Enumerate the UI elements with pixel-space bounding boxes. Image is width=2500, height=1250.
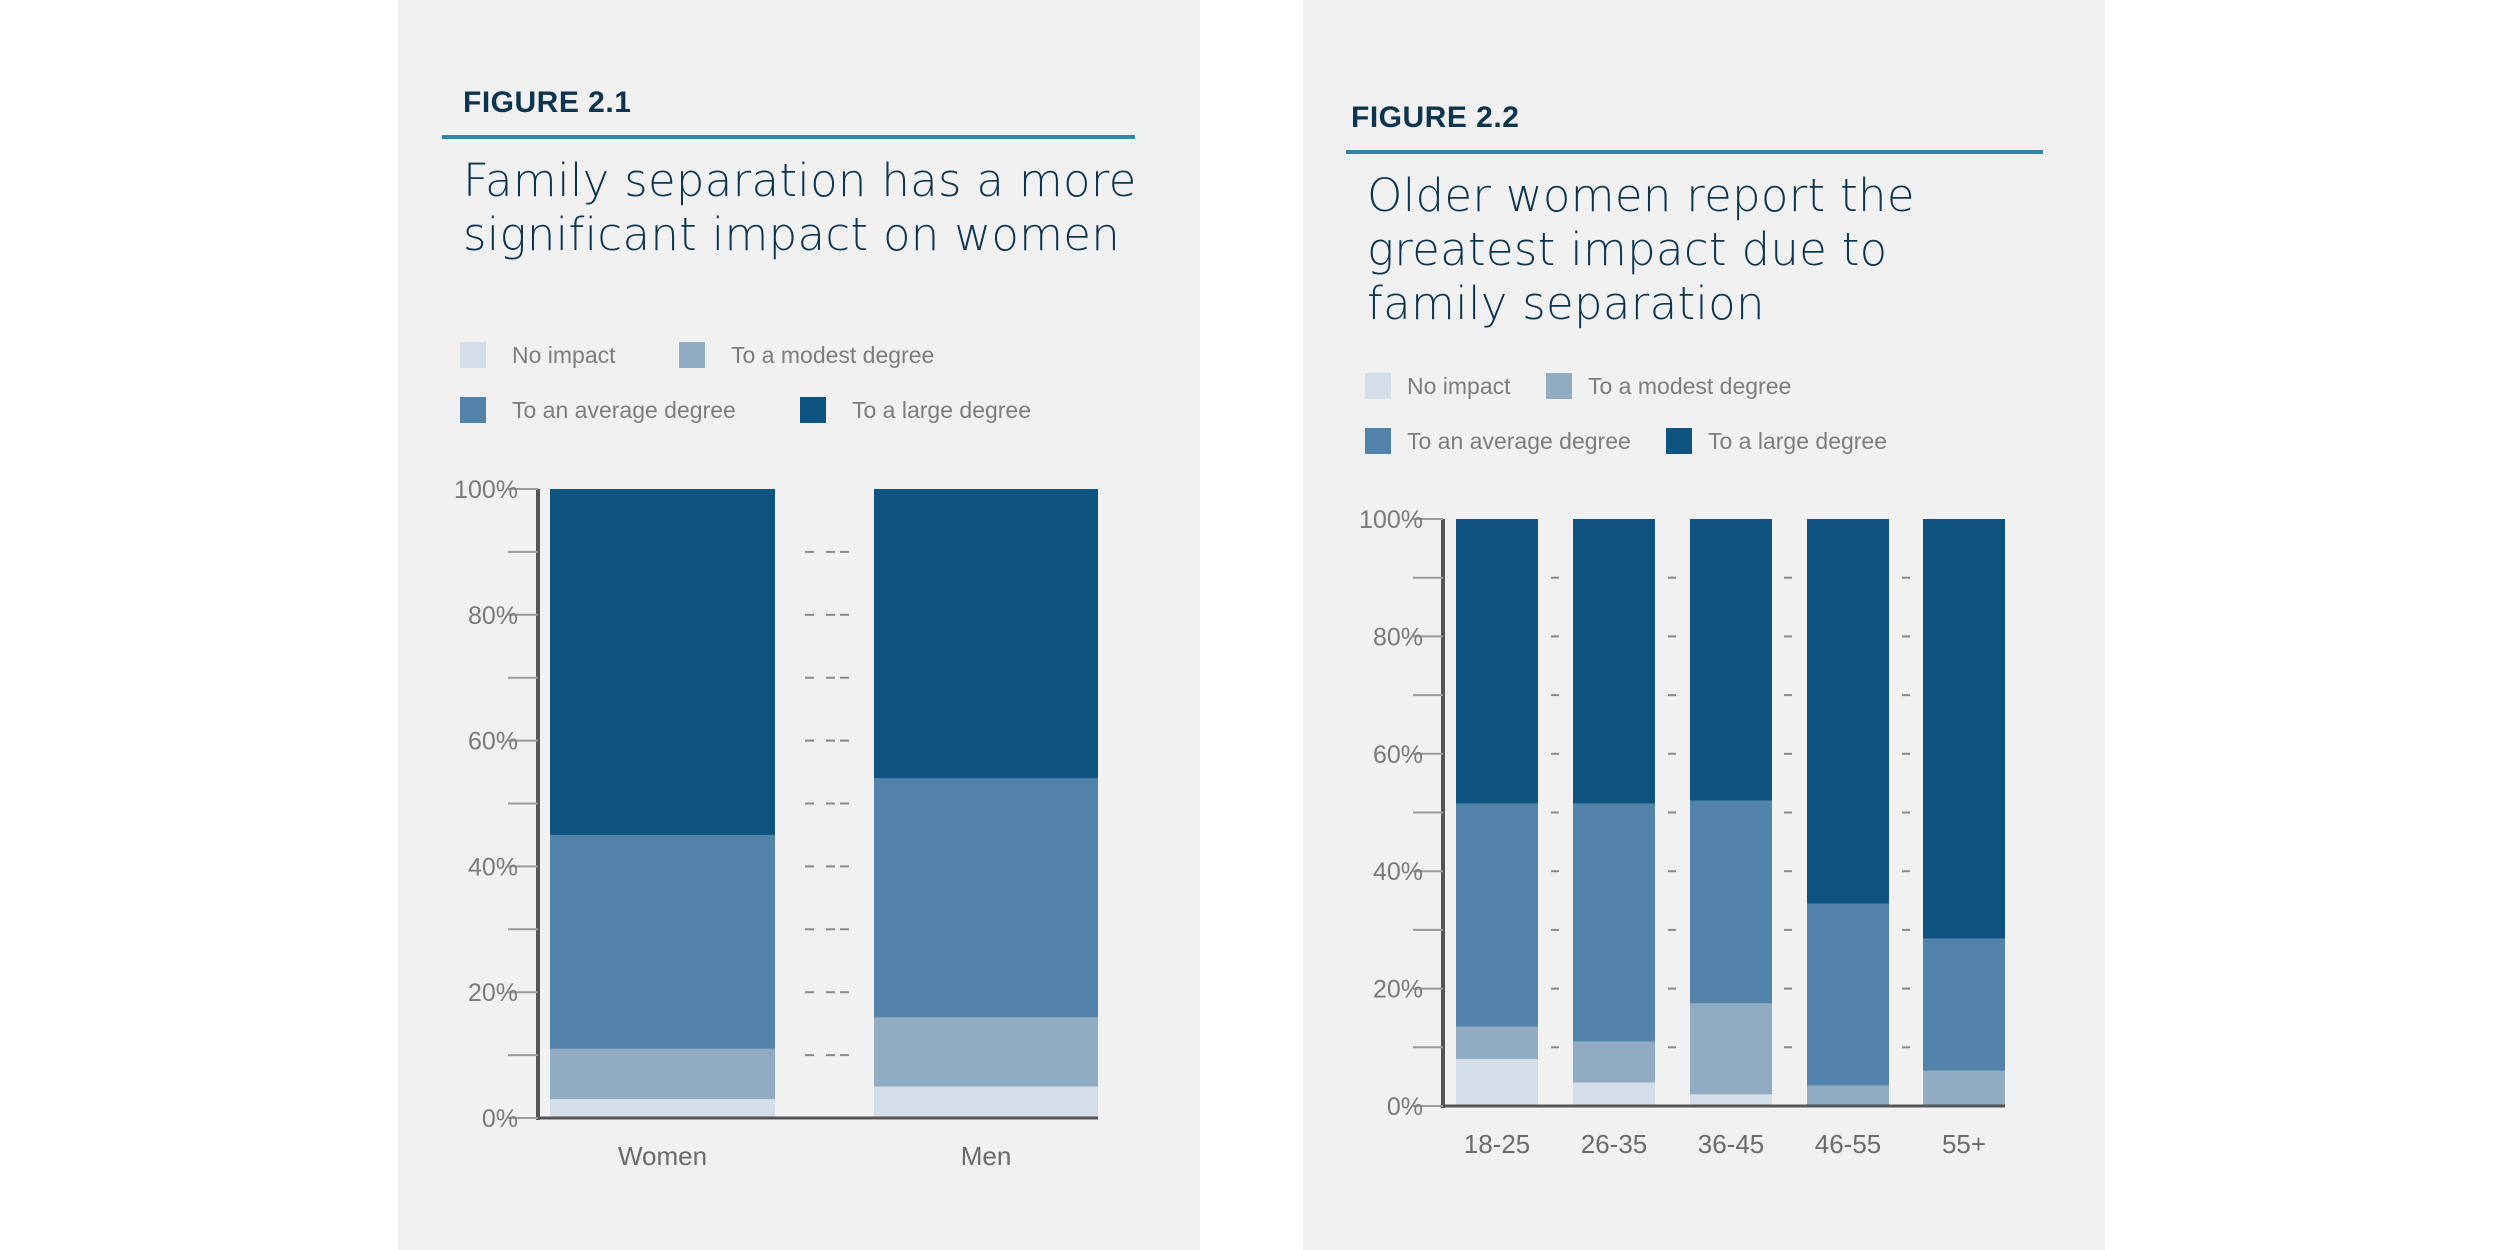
legend-swatch [460, 342, 486, 368]
y-tick-label: 20% [1373, 976, 1423, 1004]
legend-label: To a modest degree [731, 341, 935, 368]
x-tick-label: 46-55 [1815, 1129, 1882, 1159]
bar-segment [1573, 519, 1655, 804]
figure-title-line: greatest impact due to [1367, 223, 1888, 276]
bar-segment [874, 489, 1098, 779]
legend-item-modest: To a modest degree [1546, 371, 1791, 401]
figure-2-2-panel: FIGURE 2.2 Older women report the greate… [1303, 0, 2105, 1250]
bar-segment [550, 834, 775, 1049]
figure-title: Older women report the greatest impact d… [1367, 169, 1915, 331]
legend-swatch [1546, 373, 1572, 399]
bar-segment [874, 778, 1098, 1018]
figure-label: FIGURE 2.2 [1351, 101, 1520, 134]
legend-label: No impact [1407, 372, 1511, 399]
bar-segment [1923, 1070, 2005, 1106]
y-tick-label: 80% [1373, 623, 1423, 651]
x-tick-label: Women [618, 1141, 707, 1171]
legend-swatch [679, 342, 705, 368]
bar-segment [1573, 803, 1655, 1042]
stacked-bar-chart-age: 18-25 26-35 36-45 46-55 55+ 0% 20% 40% 60% 80% 100… [1359, 506, 2005, 1159]
legend-item-average: To an average degree [1365, 426, 1631, 456]
legend-item-no-impact: No impact [1365, 371, 1511, 401]
figure-title-line: Older women report the [1367, 169, 1915, 222]
title-rule [1346, 150, 2043, 154]
x-tick-label: Men [961, 1141, 1012, 1171]
legend-swatch [1666, 428, 1692, 454]
figure-title-line: Family separation has a more [463, 154, 1137, 207]
y-tick-label: 60% [468, 728, 518, 756]
legend-label: To an average degree [512, 396, 736, 423]
legend-swatch [460, 397, 486, 423]
bar-segment [1807, 1085, 1889, 1106]
bar-segment [1690, 1003, 1772, 1095]
y-tick-label: 20% [468, 979, 518, 1007]
legend-item-large: To a large degree [800, 395, 1031, 425]
x-tick-label: 36-45 [1698, 1129, 1765, 1159]
figure-title-line: family separation [1367, 277, 1765, 330]
bar-segment [874, 1017, 1098, 1087]
figure-label: FIGURE 2.1 [463, 86, 632, 119]
legend-item-modest: To a modest degree [679, 340, 934, 370]
legend-swatch [800, 397, 826, 423]
bar-segment [1456, 803, 1538, 1027]
bar-segment [550, 1048, 775, 1100]
bar-segment [1573, 1082, 1655, 1106]
legend-item-no-impact: No impact [460, 340, 616, 370]
bar-segment [1690, 1094, 1772, 1106]
bar-segment [1456, 1026, 1538, 1060]
legend-swatch [1365, 373, 1391, 399]
x-tick-label: 55+ [1942, 1129, 1986, 1159]
y-tick-label: 100% [454, 476, 518, 504]
bar-segment [1573, 1041, 1655, 1083]
legend-item-large: To a large degree [1666, 426, 1887, 456]
x-tick-label: 26-35 [1581, 1129, 1648, 1159]
y-tick-label: 0% [482, 1105, 518, 1133]
bar-segment [1456, 519, 1538, 804]
figure-title-line: significant impact on women [463, 208, 1121, 261]
legend-label: To a modest degree [1588, 372, 1792, 399]
stacked-bar-chart-gender: Women Men 0% 20% 40% 60% 80% 100% [454, 476, 1098, 1171]
title-rule [442, 135, 1135, 139]
y-tick-label: 60% [1373, 741, 1423, 769]
legend-item-average: To an average degree [460, 395, 736, 425]
figure-title: Family separation has a more significant… [463, 154, 1137, 262]
figure-2-1-panel: FIGURE 2.1 Family separation has a more … [398, 0, 1200, 1250]
bar-segment [550, 489, 775, 835]
bar-segment [1923, 938, 2005, 1071]
bar-segment [1807, 519, 1889, 904]
y-tick-label: 40% [1373, 858, 1423, 886]
bar-segment [1456, 1059, 1538, 1106]
legend-swatch [1365, 428, 1391, 454]
y-tick-label: 80% [468, 602, 518, 630]
y-tick-label: 0% [1387, 1093, 1423, 1121]
legend-label: To a large degree [1708, 427, 1888, 454]
legend-label: No impact [512, 341, 616, 368]
y-tick-label: 100% [1359, 506, 1423, 534]
y-tick-label: 40% [468, 853, 518, 881]
bar-segment [1923, 519, 2005, 939]
x-tick-label: 18-25 [1464, 1129, 1531, 1159]
bar-segment [1807, 903, 1889, 1086]
legend-label: To a large degree [852, 396, 1032, 423]
bar-segment [1690, 800, 1772, 1004]
bar-segment [874, 1086, 1098, 1118]
bar-segment [1690, 519, 1772, 801]
bar-segment [550, 1099, 775, 1118]
legend-label: To an average degree [1407, 427, 1631, 454]
